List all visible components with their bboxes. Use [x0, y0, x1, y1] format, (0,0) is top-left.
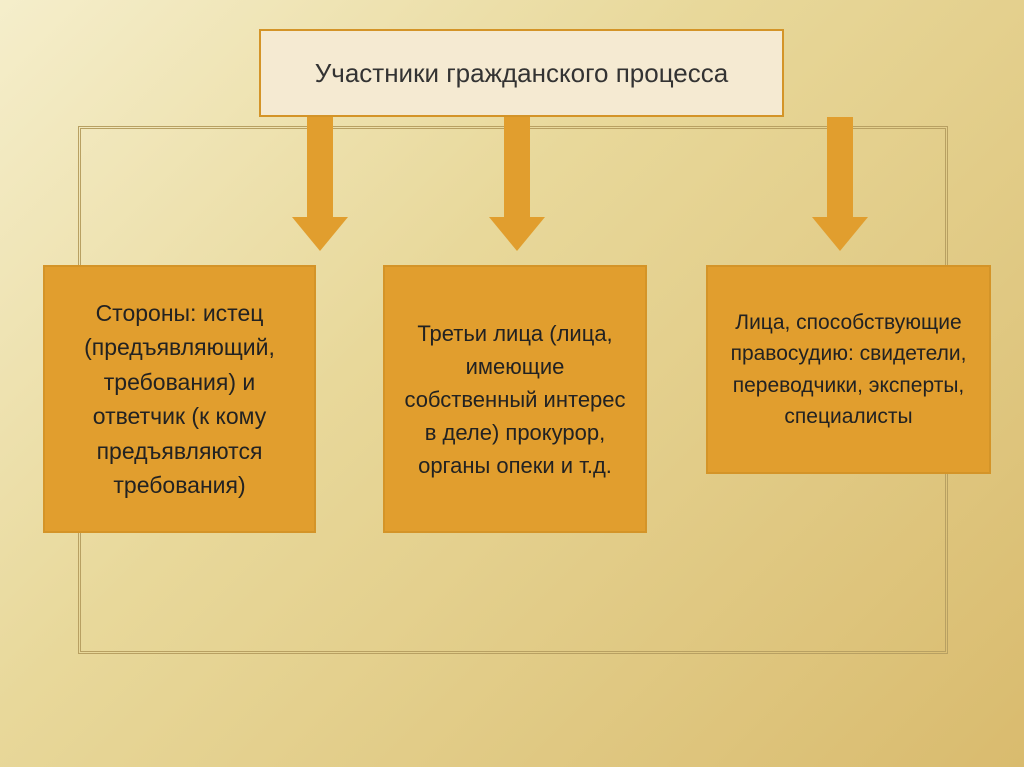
box-third-parties-text: Третьи лица (лица, имеющие собственный и… — [399, 317, 631, 482]
box-parties: Стороны: истец (предъявляющий, требовани… — [43, 265, 316, 533]
box-parties-text: Стороны: истец (предъявляющий, требовани… — [59, 296, 300, 503]
title-text: Участники гражданского процесса — [315, 58, 728, 89]
arrow-1-head — [292, 217, 348, 251]
arrow-2-head — [489, 217, 545, 251]
arrow-3-head — [812, 217, 868, 251]
box-assisting: Лица, способствующие правосудию: свидете… — [706, 265, 991, 474]
box-third-parties: Третьи лица (лица, имеющие собственный и… — [383, 265, 647, 533]
arrow-3-shaft — [827, 117, 853, 217]
arrow-2-shaft — [504, 117, 530, 217]
box-assisting-text: Лица, способствующие правосудию: свидете… — [722, 307, 975, 433]
title-box: Участники гражданского процесса — [259, 29, 784, 117]
arrow-1-shaft — [307, 117, 333, 217]
